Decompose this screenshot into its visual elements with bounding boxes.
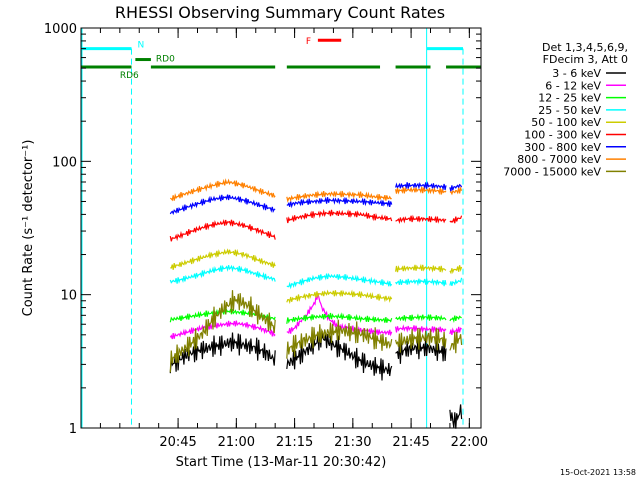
- series-100-300-keV: [169, 208, 463, 242]
- series-line: [449, 186, 463, 196]
- series-line: [169, 290, 276, 373]
- series-line: [286, 196, 393, 209]
- series-line: [170, 248, 276, 270]
- series-line: [449, 215, 463, 224]
- series-line: [286, 190, 392, 203]
- series-line: [395, 214, 447, 225]
- legend-header: FDecim 3, Att 0: [543, 53, 628, 66]
- series-line: [286, 327, 393, 381]
- x-tick-label: 20:45: [159, 435, 196, 450]
- series-line: [286, 208, 393, 224]
- series-7000-15000-keV: [169, 290, 463, 373]
- y-tick-label: 100: [52, 155, 77, 170]
- series-line: [395, 327, 447, 353]
- legend-entry-label: 7000 - 15000 keV: [503, 165, 601, 178]
- x-tick-label: 21:45: [392, 435, 429, 450]
- flag-f-label: F: [306, 37, 311, 47]
- series-line: [395, 324, 447, 334]
- series-line: [395, 181, 447, 192]
- timestamp: 15-Oct-2021 13:58: [560, 468, 636, 477]
- series-25-50-keV: [169, 264, 463, 290]
- legend-entry-label: 100 - 300 keV: [524, 129, 601, 142]
- series-line: [169, 320, 276, 340]
- series-line: [169, 264, 276, 284]
- plot-area: N RD0 RD6 F: [81, 28, 481, 429]
- y-axis-label: Count Rate (s⁻¹ detector⁻¹): [21, 140, 36, 317]
- series-line: [449, 277, 463, 287]
- legend-entry-label: 50 - 100 keV: [531, 116, 601, 129]
- plot-frame: [80, 27, 482, 429]
- x-axis-label: Start Time (13-Mar-11 20:30:42): [176, 455, 387, 470]
- series-800-7000-keV: [169, 178, 463, 203]
- y-tick-label: 1000: [44, 22, 77, 37]
- y-tick-label: 10: [60, 289, 77, 304]
- flag-rd0-label: RD0: [156, 55, 175, 65]
- chart-title: RHESSI Observing Summary Count Rates: [115, 3, 445, 22]
- legend-header: Det 1,3,4,5,6,9,: [542, 41, 628, 54]
- series-line: [449, 183, 463, 192]
- series-line: [395, 313, 447, 323]
- x-tick-label: 22:00: [451, 435, 488, 450]
- series-line: [449, 326, 462, 336]
- series-line: [449, 404, 463, 429]
- legend-entry-label: 6 - 12 keV: [545, 79, 601, 92]
- legend-entry-label: 300 - 800 keV: [524, 141, 601, 154]
- series-line: [395, 186, 447, 195]
- series-line: [449, 265, 463, 275]
- series-line: [169, 219, 276, 242]
- legend: Det 1,3,4,5,6,9,FDecim 3, Att 03 - 6 keV…: [503, 41, 628, 178]
- series-50-100-keV: [170, 248, 463, 305]
- y-tick-label: 1: [69, 422, 77, 437]
- series-line: [395, 263, 447, 274]
- series-300-800-keV: [169, 181, 463, 216]
- series-line: [169, 194, 276, 216]
- series-line: [286, 272, 393, 290]
- legend-entry-label: 25 - 50 keV: [538, 104, 601, 117]
- x-tick-label: 21:30: [334, 435, 371, 450]
- legend-entry-label: 12 - 25 keV: [538, 92, 601, 105]
- series-line: [286, 312, 393, 324]
- series-line: [395, 278, 447, 287]
- series-line: [169, 178, 276, 202]
- series-line: [286, 319, 393, 359]
- series-line: [395, 337, 447, 364]
- axes: 1 10 100 1000 20:45 21:00 21:15 21:30 21:45 22:00: [44, 22, 488, 450]
- legend-entry-label: 3 - 6 keV: [552, 67, 601, 80]
- flag-rd6-label: RD6: [120, 71, 139, 81]
- series-line: [286, 289, 393, 305]
- flag-n-label: N: [137, 41, 144, 51]
- x-tick-label: 21:00: [218, 435, 255, 450]
- series-line: [449, 331, 463, 354]
- legend-entry-label: 800 - 7000 keV: [517, 153, 601, 166]
- x-tick-label: 21:15: [276, 435, 313, 450]
- series-line: [449, 315, 462, 324]
